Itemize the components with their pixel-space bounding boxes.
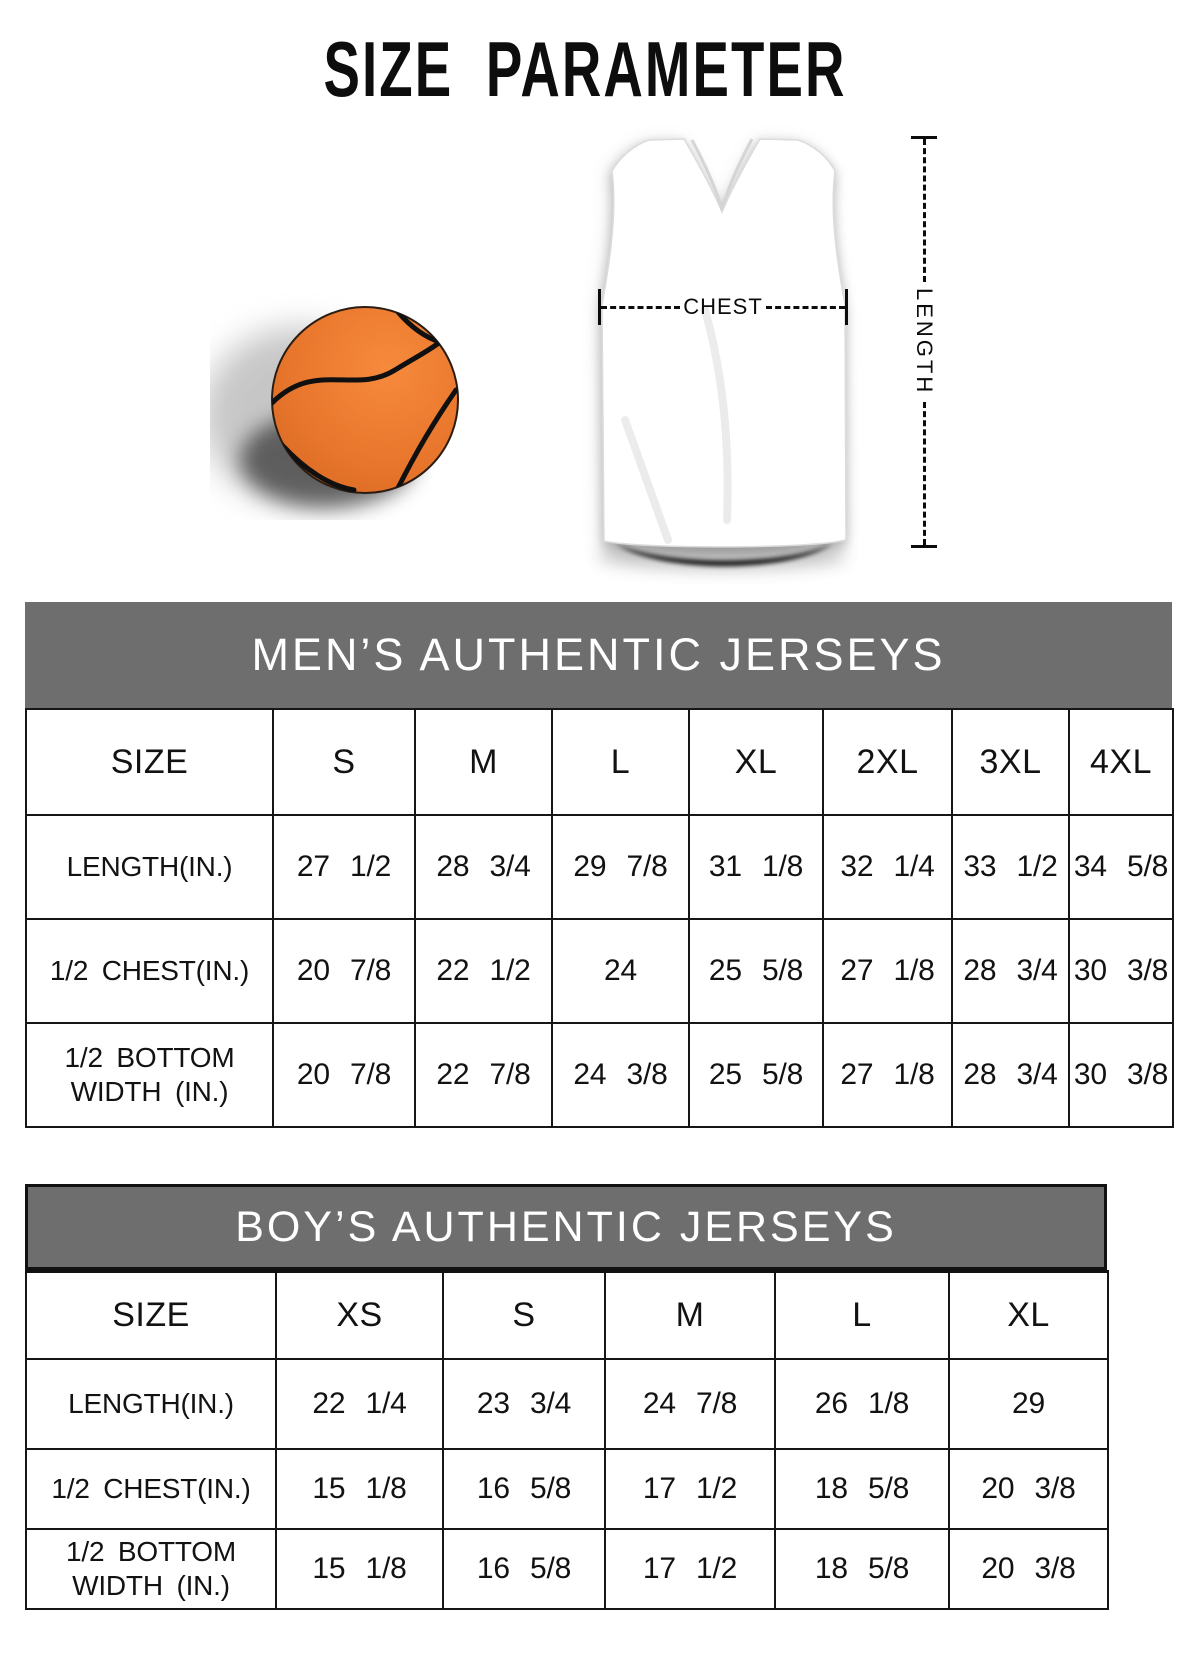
size-value: 34 5/8	[1068, 814, 1174, 920]
column-header-xl: XL	[948, 1270, 1109, 1360]
size-value: 17 1/2	[604, 1527, 776, 1610]
size-value: 27 1/8	[822, 1022, 953, 1128]
row-label-line: LENGTH(IN.)	[66, 851, 233, 883]
size-value: 15 1/8	[275, 1447, 444, 1530]
column-header-3xl: 3XL	[951, 708, 1070, 816]
jersey-illustration	[597, 138, 847, 570]
jersey-folds	[621, 306, 732, 544]
row-label-line: 1/2 CHEST(IN.)	[49, 955, 250, 987]
boys-size-table: SIZE XS S M L XL LENGTH(IN.) 22 1/4 23 3/4 24 7/8…	[25, 1270, 1109, 1610]
size-value: 31 1/8	[688, 814, 824, 920]
size-value: 22 7/8	[414, 1022, 553, 1128]
header-row: SIZE XS S M L XL	[25, 1270, 1109, 1360]
length-top-tick	[911, 136, 937, 139]
table-row: LENGTH(IN.) 22 1/4 23 3/4 24 7/8 26 1/8 29	[25, 1357, 1109, 1450]
column-header-l: L	[551, 708, 690, 816]
size-value: 18 5/8	[774, 1447, 950, 1530]
size-value: 15 1/8	[275, 1527, 444, 1610]
size-value: 18 5/8	[774, 1527, 950, 1610]
size-value: 24 3/8	[551, 1022, 690, 1128]
row-label-line: 1/2 BOTTOM	[66, 1535, 236, 1567]
size-value: 20 3/8	[948, 1527, 1109, 1610]
size-value: 28 3/4	[951, 918, 1070, 1024]
mens-table-title-band: MEN’S AUTHENTIC JERSEYS	[25, 602, 1172, 708]
size-value: 30 3/8	[1068, 918, 1174, 1024]
size-value: 16 5/8	[442, 1527, 606, 1610]
size-value: 23 3/4	[442, 1357, 606, 1450]
length-bottom-tick	[911, 545, 937, 548]
chest-label: CHEST	[683, 294, 763, 319]
row-label: 1/2 BOTTOM WIDTH (IN.)	[25, 1527, 277, 1610]
size-value: 17 1/2	[604, 1447, 776, 1530]
corner-header-size: SIZE	[25, 708, 274, 816]
column-header-xs: XS	[275, 1270, 444, 1360]
size-value: 16 5/8	[442, 1447, 606, 1530]
size-value: 24 7/8	[604, 1357, 776, 1450]
column-header-4xl: 4XL	[1068, 708, 1174, 816]
jersey-body	[601, 138, 847, 548]
jersey-collar-trim	[690, 138, 754, 211]
chest-measure-line: CHEST	[598, 289, 848, 325]
row-label-line: LENGTH(IN.)	[68, 1387, 234, 1419]
page-title: SIZE PARAMETER	[323, 25, 847, 113]
size-value: 27 1/8	[822, 918, 953, 1024]
row-label: LENGTH(IN.)	[25, 814, 274, 920]
table-row: 1/2 CHEST(IN.) 20 7/8 22 1/2 24 25 5/8 27 1/8…	[25, 918, 1174, 1024]
size-value: 20 3/8	[948, 1447, 1109, 1530]
size-value: 29	[948, 1357, 1109, 1450]
size-value: 25 5/8	[688, 1022, 824, 1128]
length-label: LENGTH	[912, 288, 937, 396]
length-dash-bottom	[922, 401, 926, 545]
size-value: 20 7/8	[272, 918, 416, 1024]
row-label-line: 1/2 CHEST(IN.)	[51, 1472, 251, 1504]
size-value: 24	[551, 918, 690, 1024]
column-header-s: S	[272, 708, 416, 816]
row-label-line: WIDTH (IN.)	[72, 1569, 230, 1601]
chest-left-tick	[598, 289, 601, 325]
size-value: 32 1/4	[822, 814, 953, 920]
chest-dash-right	[765, 305, 845, 309]
boys-table-title-band: BOY’S AUTHENTIC JERSEYS	[25, 1184, 1107, 1270]
chest-dash-left	[601, 305, 681, 309]
row-label: 1/2 CHEST(IN.)	[25, 1447, 277, 1530]
row-label: LENGTH(IN.)	[25, 1357, 277, 1450]
mens-size-table: SIZE S M L XL 2XL 3XL 4XL LENGTH(IN.) 27 1/2 28 3/…	[25, 708, 1174, 1128]
size-value: 27 1/2	[272, 814, 416, 920]
column-header-xl: XL	[688, 708, 824, 816]
header-row: SIZE S M L XL 2XL 3XL 4XL	[25, 708, 1174, 816]
size-value: 20 7/8	[272, 1022, 416, 1128]
row-label-line: 1/2 BOTTOM	[64, 1042, 235, 1074]
table-row: 1/2 BOTTOM WIDTH (IN.) 15 1/8 16 5/8 17 1/2 1…	[25, 1527, 1109, 1610]
size-value: 33 1/2	[951, 814, 1070, 920]
length-dash-top	[922, 139, 926, 283]
basketball-illustration	[210, 306, 459, 508]
column-header-l: L	[774, 1270, 950, 1360]
column-header-m: M	[604, 1270, 776, 1360]
table-row: 1/2 CHEST(IN.) 15 1/8 16 5/8 17 1/2 18 5/8 20…	[25, 1447, 1109, 1530]
column-header-2xl: 2XL	[822, 708, 953, 816]
size-value: 28 3/4	[414, 814, 553, 920]
size-value: 29 7/8	[551, 814, 690, 920]
table-row: 1/2 BOTTOM WIDTH (IN.) 20 7/8 22 7/8 24 3/8 2…	[25, 1022, 1174, 1128]
size-value: 30 3/8	[1068, 1022, 1174, 1128]
basketball-seams	[272, 309, 458, 493]
length-measure-line: LENGTH	[909, 136, 939, 548]
column-header-m: M	[414, 708, 553, 816]
jersey-bottom-shadow	[615, 543, 833, 567]
size-value: 28 3/4	[951, 1022, 1070, 1128]
row-label: 1/2 BOTTOM WIDTH (IN.)	[25, 1022, 274, 1128]
size-value: 22 1/4	[275, 1357, 444, 1450]
column-header-s: S	[442, 1270, 606, 1360]
size-value: 26 1/8	[774, 1357, 950, 1450]
chest-right-tick	[845, 289, 848, 325]
size-value: 25 5/8	[688, 918, 824, 1024]
size-value: 22 1/2	[414, 918, 553, 1024]
row-label: 1/2 CHEST(IN.)	[25, 918, 274, 1024]
row-label-line: WIDTH (IN.)	[70, 1076, 229, 1107]
jersey-floor-shadow	[597, 542, 847, 570]
corner-header-size: SIZE	[25, 1270, 277, 1360]
table-row: LENGTH(IN.) 27 1/2 28 3/4 29 7/8 31 1/8 32 1/…	[25, 814, 1174, 920]
